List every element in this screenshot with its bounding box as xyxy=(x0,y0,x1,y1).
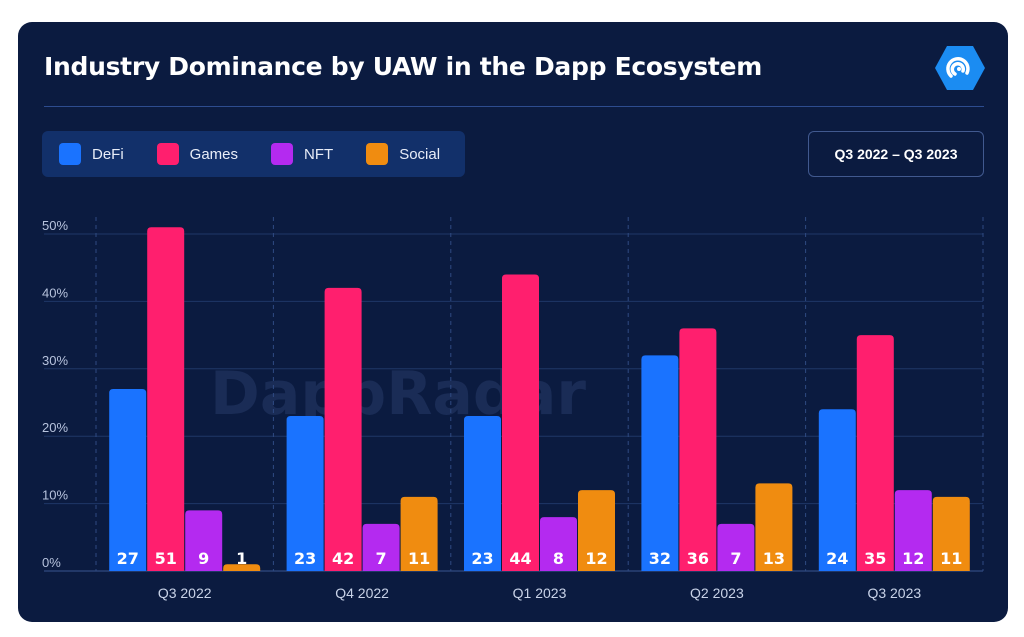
data-label: 7 xyxy=(376,549,387,568)
data-label: 23 xyxy=(294,549,316,568)
legend-label-nft: NFT xyxy=(304,145,334,163)
data-label: 11 xyxy=(940,549,962,568)
y-tick-label: 10% xyxy=(42,488,68,503)
bar-nft xyxy=(894,490,932,571)
chart-card: Industry Dominance by UAW in the Dapp Ec… xyxy=(18,22,1008,622)
bar-nft xyxy=(540,517,577,571)
data-label: 44 xyxy=(509,549,531,568)
legend-item-defi[interactable]: DeFi xyxy=(59,143,124,165)
data-label: 23 xyxy=(471,549,493,568)
data-label: 9 xyxy=(198,549,209,568)
data-label: 35 xyxy=(864,549,886,568)
data-label: 13 xyxy=(763,549,785,568)
y-tick-label: 20% xyxy=(42,420,68,435)
bar-defi xyxy=(818,409,856,571)
bar-defi xyxy=(641,355,679,571)
x-tick-label: Q3 2022 xyxy=(158,585,212,601)
data-label: 1 xyxy=(236,549,247,568)
data-label: 8 xyxy=(553,549,564,568)
legend-swatch-social xyxy=(366,143,389,165)
data-label: 32 xyxy=(649,549,671,568)
y-tick-label: 30% xyxy=(42,353,68,368)
bar-nft xyxy=(362,523,400,571)
chart-title: Industry Dominance by UAW in the Dapp Ec… xyxy=(44,52,762,81)
data-label: 24 xyxy=(826,549,848,568)
bar-nft xyxy=(185,510,223,571)
bar-games xyxy=(324,287,362,571)
bar-games xyxy=(147,227,185,571)
legend-label-defi: DeFi xyxy=(92,145,124,163)
y-tick-label: 50% xyxy=(42,218,68,233)
date-range-badge[interactable]: Q3 2022 – Q3 2023 xyxy=(808,131,984,177)
bar-social xyxy=(578,490,615,571)
legend-swatch-games xyxy=(156,143,179,165)
chart-legend: DeFi Games NFT Social xyxy=(42,131,465,177)
data-label: 12 xyxy=(902,549,924,568)
legend-label-games: Games xyxy=(189,145,239,163)
data-label: 11 xyxy=(408,549,430,568)
bar-defi xyxy=(464,415,501,571)
data-label: 51 xyxy=(155,549,177,568)
data-label: 12 xyxy=(585,549,607,568)
bar-social xyxy=(223,564,261,571)
dappradar-logo-icon xyxy=(935,46,985,90)
bar-social xyxy=(755,483,793,571)
legend-item-nft[interactable]: NFT xyxy=(271,143,333,165)
x-tick-label: Q2 2023 xyxy=(690,585,744,601)
data-label: 42 xyxy=(332,549,354,568)
data-label: 7 xyxy=(730,549,741,568)
title-divider xyxy=(44,106,984,107)
legend-swatch-nft xyxy=(271,143,294,165)
data-label: 36 xyxy=(687,549,709,568)
x-tick-label: Q1 2023 xyxy=(513,585,567,601)
y-tick-label: 0% xyxy=(42,555,61,570)
legend-swatch-defi xyxy=(59,143,81,165)
legend-label-social: Social xyxy=(399,145,441,163)
bar-games xyxy=(502,274,539,571)
bar-nft xyxy=(717,523,755,571)
y-tick-label: 40% xyxy=(42,285,68,300)
bar-social xyxy=(400,496,438,571)
bar-games xyxy=(856,335,894,571)
data-label: 27 xyxy=(117,549,139,568)
bar-games xyxy=(679,328,717,571)
legend-item-social[interactable]: Social xyxy=(366,143,440,165)
bar-defi xyxy=(286,415,324,571)
legend-item-games[interactable]: Games xyxy=(156,143,239,165)
bar-defi xyxy=(109,389,147,571)
x-tick-label: Q3 2023 xyxy=(867,585,921,601)
bar-social xyxy=(932,496,970,571)
x-tick-label: Q4 2022 xyxy=(335,585,389,601)
